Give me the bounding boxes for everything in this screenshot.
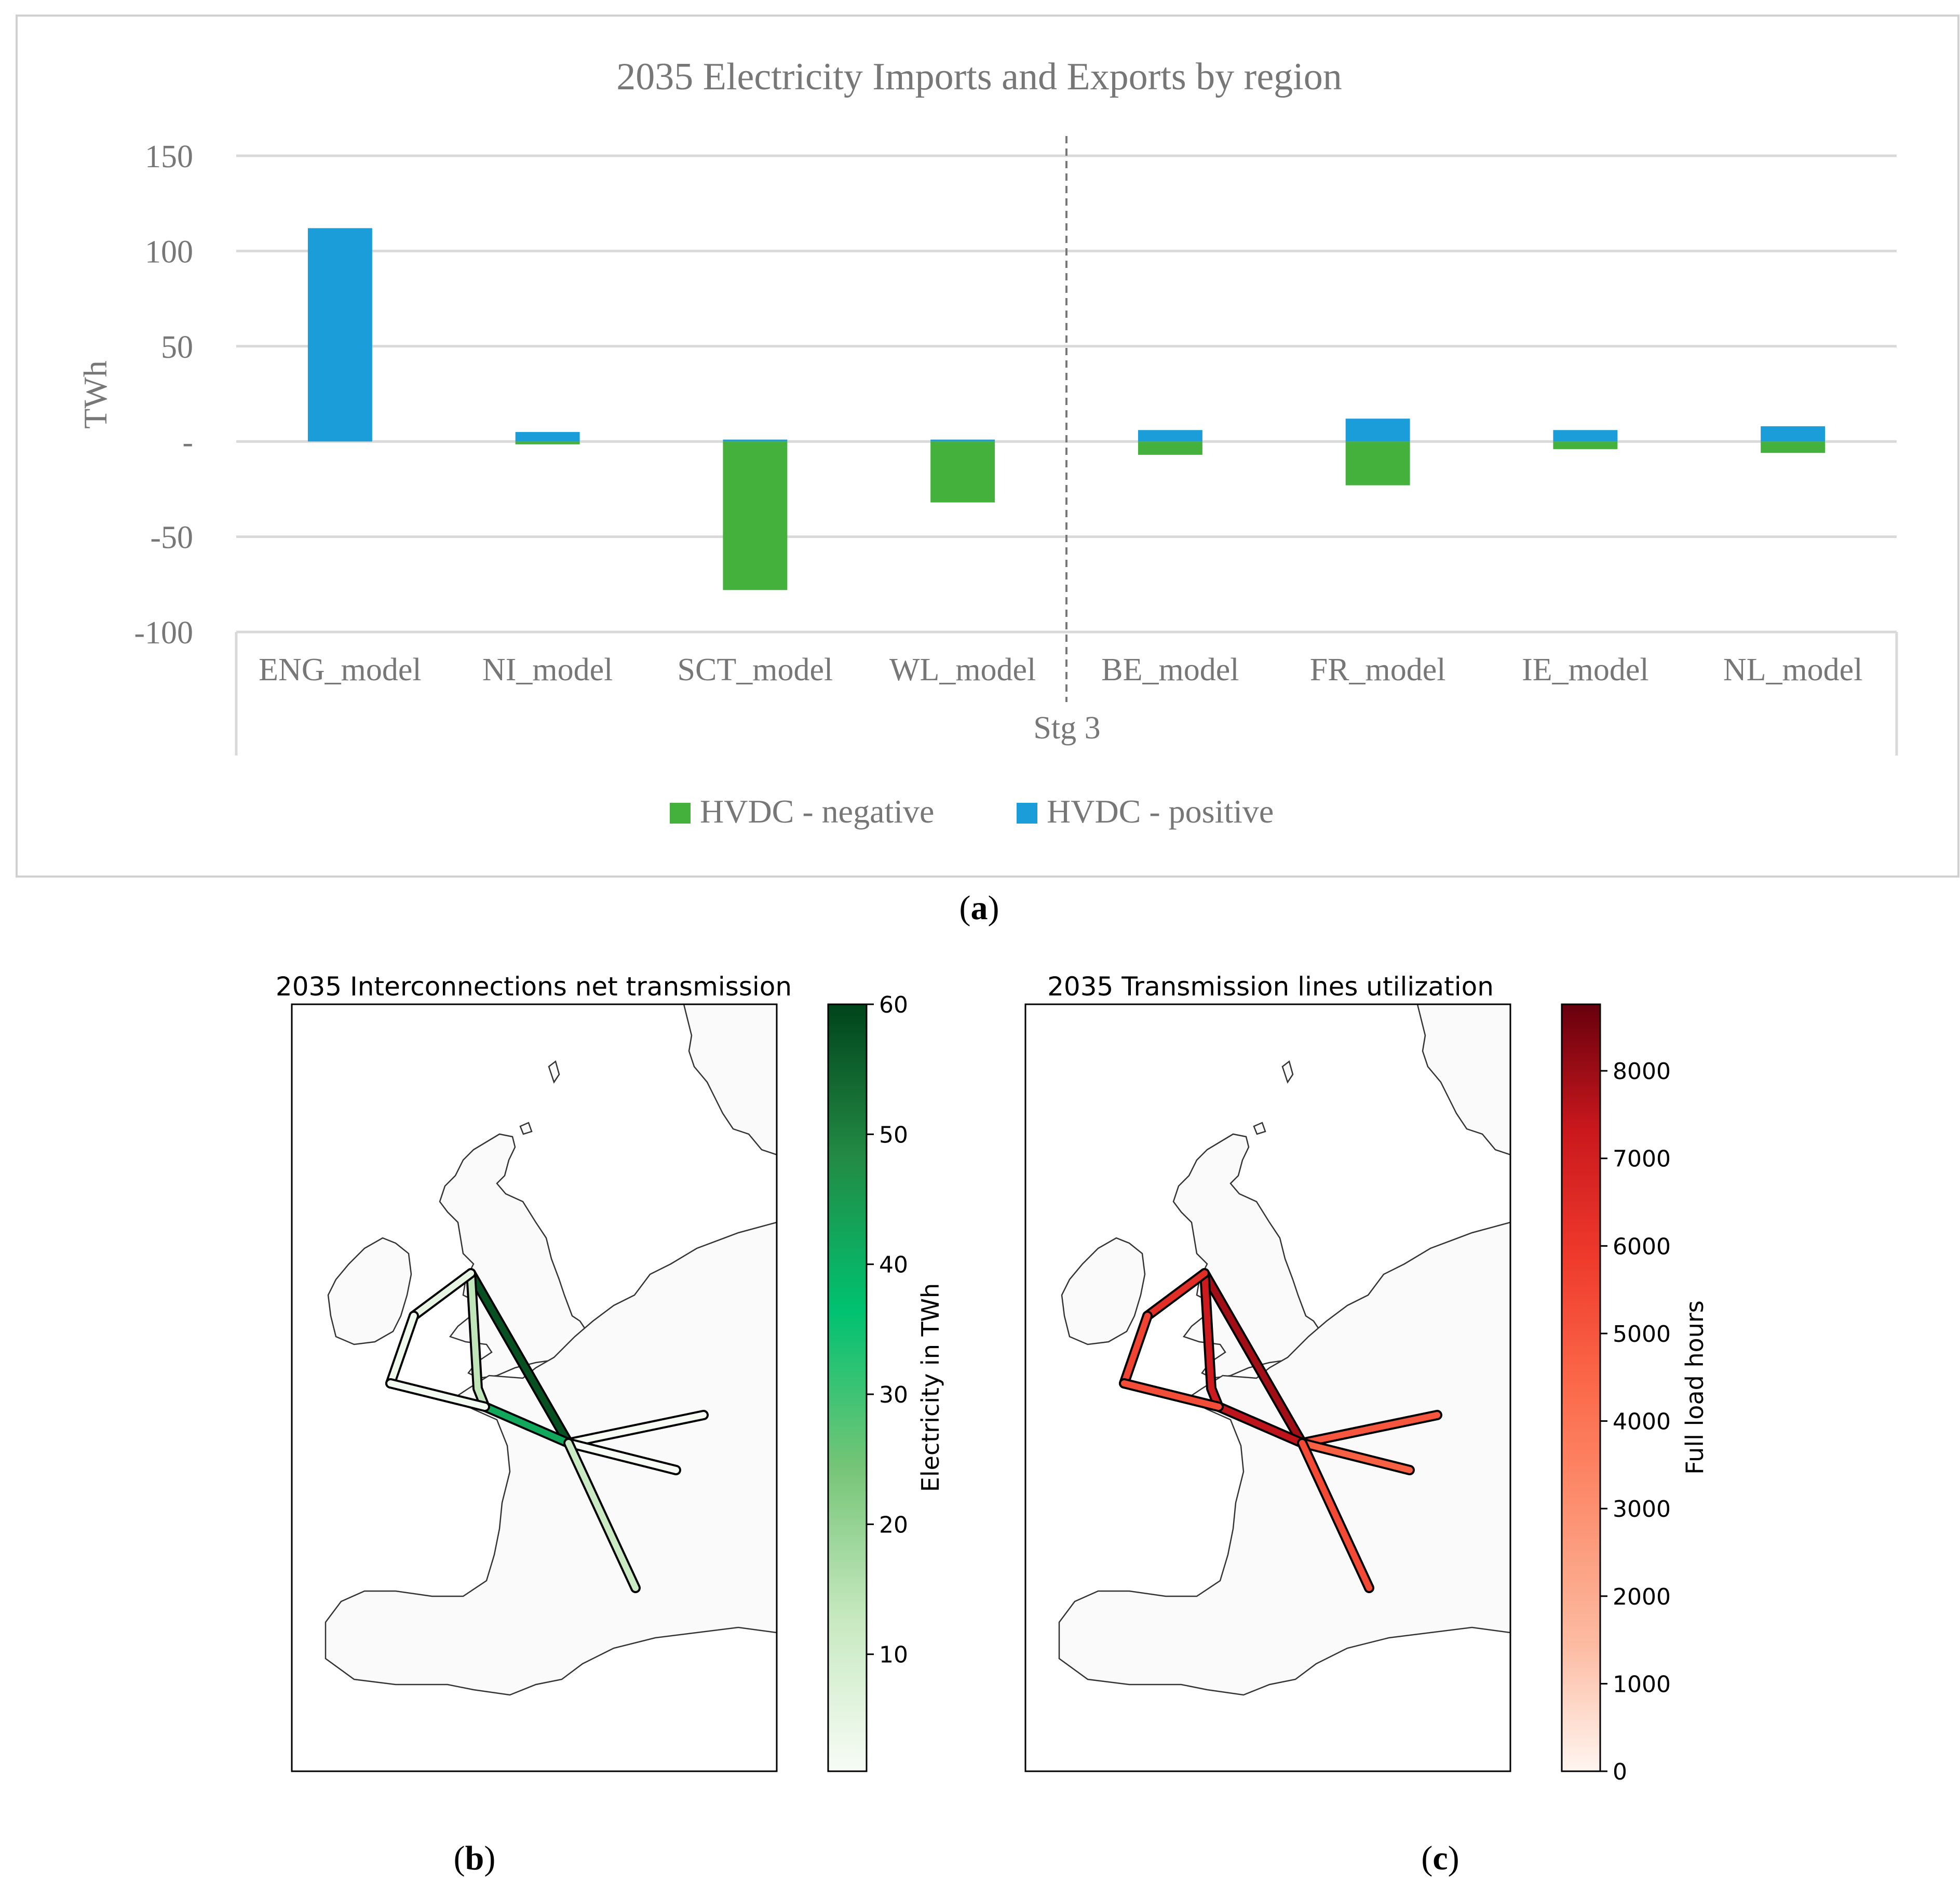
colorbar-tick-label: 60 <box>879 992 908 1018</box>
x-category-label: NL_model <box>1723 652 1863 688</box>
link-ie-gb-wales <box>1121 1380 1222 1410</box>
panel-c-caption: (c) <box>1421 1839 1459 1877</box>
panel-c: 2035 Transmission lines utilization 0 100… <box>1024 972 1709 1785</box>
colorbar-tick-label: 40 <box>879 1252 908 1278</box>
map-b-links <box>385 1268 709 1593</box>
link-gb-england-be <box>1299 1440 1413 1473</box>
panel-a: 2035 Electricity Imports and Exports by … <box>16 15 1959 878</box>
y-tick-label: -50 <box>150 520 193 556</box>
colorbar-tick-label: 1000 <box>1613 1671 1671 1698</box>
bar-hvdc-negative-sct-model <box>723 441 788 590</box>
legend-label: HVDC - positive <box>1047 793 1274 830</box>
y-tick-label: 100 <box>145 234 193 270</box>
bar-hvdc-positive-fr-model <box>1345 419 1410 442</box>
link-gb-wales-gb-england <box>1215 1404 1305 1446</box>
legend-swatch <box>1017 803 1037 824</box>
x-category-label: WL_model <box>889 652 1036 688</box>
x-category-label: SCT_model <box>678 652 833 688</box>
link-gb-scotland-ni <box>411 1270 474 1319</box>
bar-hvdc-negative-nl-model <box>1761 441 1826 453</box>
x-category-labels: ENG_model NI_model SCT_model WL_model BE_mod… <box>259 652 1862 688</box>
map-c-frame <box>1024 1003 1511 1772</box>
x-group-label: Stg 3 <box>1033 710 1100 746</box>
colorbar-tick-label: 50 <box>879 1122 908 1148</box>
colorbar-tick-label: 20 <box>879 1512 908 1538</box>
bar-hvdc-negative-fr-model <box>1345 441 1410 486</box>
colorbar-b-label: Electricity in TWh <box>916 1283 944 1492</box>
link-gb-scotland-gb-wales <box>468 1270 488 1410</box>
colorbar-tick-label: 6000 <box>1613 1233 1671 1260</box>
x-category-label: ENG_model <box>259 652 421 688</box>
colorbar-tick-label: 5000 <box>1613 1321 1671 1348</box>
bar-hvdc-negative-ni-model <box>515 441 580 445</box>
colorbar-b <box>827 1003 868 1772</box>
colorbar-tick-label: 8000 <box>1613 1058 1671 1085</box>
panel-b-title: 2035 Interconnections net transmission <box>276 972 792 1002</box>
panel-b: 2035 Interconnections net transmission 1… <box>276 972 944 1772</box>
legend: HVDC - negative HVDC - positive <box>670 793 1274 830</box>
legend-swatch <box>670 803 691 824</box>
bar-hvdc-positive-ni-model <box>515 432 580 442</box>
link-gb-england-nl <box>1299 1412 1440 1446</box>
y-tick-labels: 150 100 50 - -50 -100 <box>134 139 193 651</box>
link-gb-scotland-gb-england <box>1201 1270 1305 1446</box>
bar-hvdc-positive-sct-model <box>723 439 788 442</box>
x-category-label: FR_model <box>1310 652 1446 688</box>
bar-hvdc-positive-nl-model <box>1761 426 1826 442</box>
colorbar-tick-label: 2000 <box>1613 1584 1671 1610</box>
panel-c-title: 2035 Transmission lines utilization <box>1047 972 1494 1002</box>
bar-hvdc-negative-ie-model <box>1553 441 1618 449</box>
colorbar-c <box>1561 1003 1601 1772</box>
x-axis-group-frame <box>235 630 1898 756</box>
bar-hvdc-negative-be-model <box>1138 441 1202 455</box>
bar-hvdc-positive-wl-model <box>930 439 995 442</box>
link-ni-ie <box>387 1313 417 1386</box>
chart-a-title: 2035 Electricity Imports and Exports by … <box>616 56 1342 98</box>
y-tick-label: -100 <box>134 615 193 651</box>
link-gb-england-nl <box>565 1412 707 1446</box>
x-category-label: NI_model <box>482 652 613 688</box>
link-gb-scotland-gb-wales <box>1201 1270 1222 1410</box>
bar-hvdc-positive-be-model <box>1138 430 1202 442</box>
link-gb-england-fr <box>565 1440 639 1591</box>
bars <box>307 228 1826 590</box>
x-category-label: IE_model <box>1522 652 1649 688</box>
colorbar-c-ticks: 0 1000 2000 3000 4000 5000 6000 7000 8000 <box>1600 1058 1671 1785</box>
panel-b-caption: (b) <box>454 1839 496 1877</box>
colorbar-tick-label: 30 <box>879 1382 908 1408</box>
bar-hvdc-positive-ie-model <box>1553 430 1618 442</box>
map-b-frame <box>291 1003 778 1772</box>
y-tick-label: - <box>182 425 193 460</box>
link-gb-scotland-ni <box>1144 1270 1208 1319</box>
x-category-label: BE_model <box>1101 652 1239 688</box>
link-ie-gb-wales <box>387 1380 488 1410</box>
colorbar-c-label: Full load hours <box>1681 1300 1709 1475</box>
y-tick-label: 50 <box>161 330 193 365</box>
bar-hvdc-positive-eng-model <box>307 228 372 442</box>
colorbar-tick-label: 7000 <box>1613 1146 1671 1173</box>
legend-label: HVDC - negative <box>700 793 934 830</box>
y-tick-label: 150 <box>145 139 193 174</box>
colorbar-tick-label: 10 <box>879 1642 908 1668</box>
map-c-links <box>1119 1268 1442 1593</box>
y-axis-label: TWh <box>77 360 114 429</box>
link-gb-wales-gb-england <box>482 1404 572 1446</box>
link-gb-england-be <box>565 1440 679 1473</box>
panel-a-caption: (a) <box>959 889 999 927</box>
colorbar-b-ticks: 10 20 30 40 50 60 <box>867 992 908 1668</box>
link-ni-ie <box>1121 1313 1151 1386</box>
bar-hvdc-negative-wl-model <box>930 441 995 503</box>
colorbar-tick-label: 3000 <box>1613 1496 1671 1523</box>
link-gb-england-fr <box>1299 1440 1372 1591</box>
colorbar-tick-label: 0 <box>1613 1759 1627 1785</box>
link-gb-scotland-gb-england <box>468 1270 572 1446</box>
colorbar-tick-label: 4000 <box>1613 1409 1671 1435</box>
